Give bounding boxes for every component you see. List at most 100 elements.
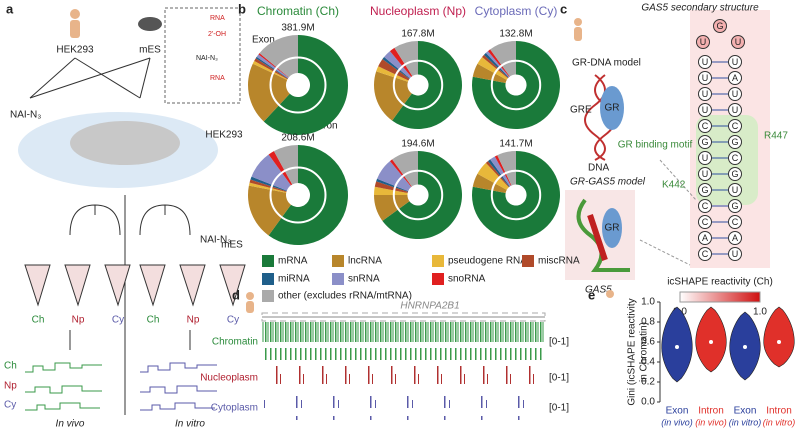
- nucleotide: [728, 215, 742, 229]
- row-label: HEK293: [205, 130, 243, 141]
- nucleotide-label: C: [732, 217, 739, 227]
- label: Exon: [252, 35, 275, 46]
- nucleotide: [728, 167, 742, 181]
- label: RNA: [210, 75, 225, 82]
- legend-label: lncRNA: [348, 256, 382, 267]
- pie-slice: [392, 151, 418, 187]
- nucleotide-label: G: [701, 185, 708, 195]
- nucleotide-label: U: [702, 73, 709, 83]
- nucleotide-label: U: [732, 57, 739, 67]
- pie-slice: [258, 53, 289, 78]
- ring: [490, 169, 542, 221]
- pie-slice: [497, 151, 516, 186]
- nucleotide-label: U: [702, 89, 709, 99]
- pie-slice: [477, 162, 509, 190]
- nucleotide: [728, 103, 742, 117]
- icon: [606, 290, 614, 298]
- x-tick-label: Intron: [698, 406, 724, 417]
- total-label: 132.8M: [499, 29, 532, 40]
- pie-slice: [374, 181, 408, 194]
- label: GR-DNA model: [572, 58, 641, 69]
- pie-slice: [494, 155, 512, 186]
- nucleotide-label: U: [732, 89, 739, 99]
- y-tick-label: 0.6: [641, 337, 655, 348]
- pie-slice: [483, 52, 509, 78]
- pie-slice: [472, 63, 507, 84]
- y-tick-label: 0.0: [641, 397, 655, 408]
- label: GAS5: [585, 285, 612, 296]
- nucleotide: [698, 87, 712, 101]
- ring: [490, 59, 542, 111]
- label: Ch: [32, 315, 45, 326]
- legend-label: other (excludes rRNA/mtRNA): [278, 291, 412, 302]
- column-title: Nucleoplasm (Np): [370, 4, 466, 18]
- panel-d-shapes: [246, 292, 546, 420]
- panel-label: e: [588, 287, 595, 302]
- row-label: mES: [221, 240, 243, 251]
- legend-label: snRNA: [348, 274, 380, 285]
- label: R447: [764, 131, 788, 142]
- legend-swatch: [332, 255, 344, 267]
- label: [0-1]: [549, 403, 569, 414]
- label: GR: [605, 103, 620, 114]
- ring: [392, 59, 444, 111]
- nucleotide: [698, 215, 712, 229]
- legend-swatch: [522, 255, 534, 267]
- total-label: 167.8M: [401, 29, 434, 40]
- pie-slice: [490, 156, 511, 187]
- pie-slice: [472, 151, 561, 239]
- total-label: 381.9M: [281, 23, 314, 34]
- legend-swatch: [262, 255, 274, 267]
- violin: [661, 306, 693, 383]
- nucleotide-label: U: [702, 57, 709, 67]
- label: GR binding motif: [618, 140, 693, 151]
- label: RNA: [210, 15, 225, 22]
- nucleotide: [698, 183, 712, 197]
- legend-label: pseudogene RNA: [448, 256, 527, 267]
- pie-slice: [389, 159, 412, 187]
- violin: [695, 306, 727, 373]
- nucleotide-label: C: [702, 217, 709, 227]
- pie-slice: [248, 182, 287, 193]
- nucleotide: [698, 167, 712, 181]
- nucleotide: [698, 135, 712, 149]
- label: [0-1]: [549, 373, 569, 384]
- pie-slice: [256, 54, 289, 79]
- x-tick-sublabel: (in vivo): [695, 417, 727, 427]
- nucleotide-label: U: [735, 37, 742, 47]
- pie-slice: [249, 179, 287, 193]
- pie-slice: [251, 154, 291, 191]
- panel-label: d: [232, 287, 240, 302]
- legend-swatch: [262, 290, 274, 302]
- label: [0-1]: [549, 337, 569, 348]
- panel-a-shapes: [18, 7, 246, 415]
- pie-slice: [487, 159, 510, 187]
- pie-slice: [389, 47, 413, 77]
- y-tick-label: 1.0: [641, 297, 655, 308]
- pie-slice: [259, 35, 298, 78]
- label: DNA: [588, 163, 609, 174]
- label: Cy: [227, 315, 239, 326]
- pie-slice: [248, 185, 291, 236]
- nucleotide-label: G: [716, 21, 723, 31]
- x-tick-label: Exon: [666, 406, 689, 417]
- legend-label: miscRNA: [538, 256, 580, 267]
- panel-label: a: [6, 1, 14, 16]
- pie-slice: [485, 161, 510, 188]
- track-label: Chromatin: [212, 337, 258, 348]
- nucleotide: [728, 247, 742, 261]
- label: GR: [605, 223, 620, 234]
- legend-swatch: [262, 273, 274, 285]
- label: GR-GAS5 model: [570, 177, 646, 188]
- label: NAI-N₃: [200, 235, 231, 246]
- pie-slice: [374, 186, 408, 195]
- y-tick-label: 0.4: [641, 357, 655, 368]
- nucleotide-label: U: [702, 169, 709, 179]
- nucleotide: [728, 231, 742, 245]
- pie-slice: [373, 71, 412, 121]
- pie-slice: [472, 173, 507, 194]
- label: Np: [4, 381, 17, 392]
- label: GAS5 secondary structure: [641, 3, 759, 14]
- pie-slice: [490, 41, 516, 77]
- pie-slice: [376, 178, 409, 192]
